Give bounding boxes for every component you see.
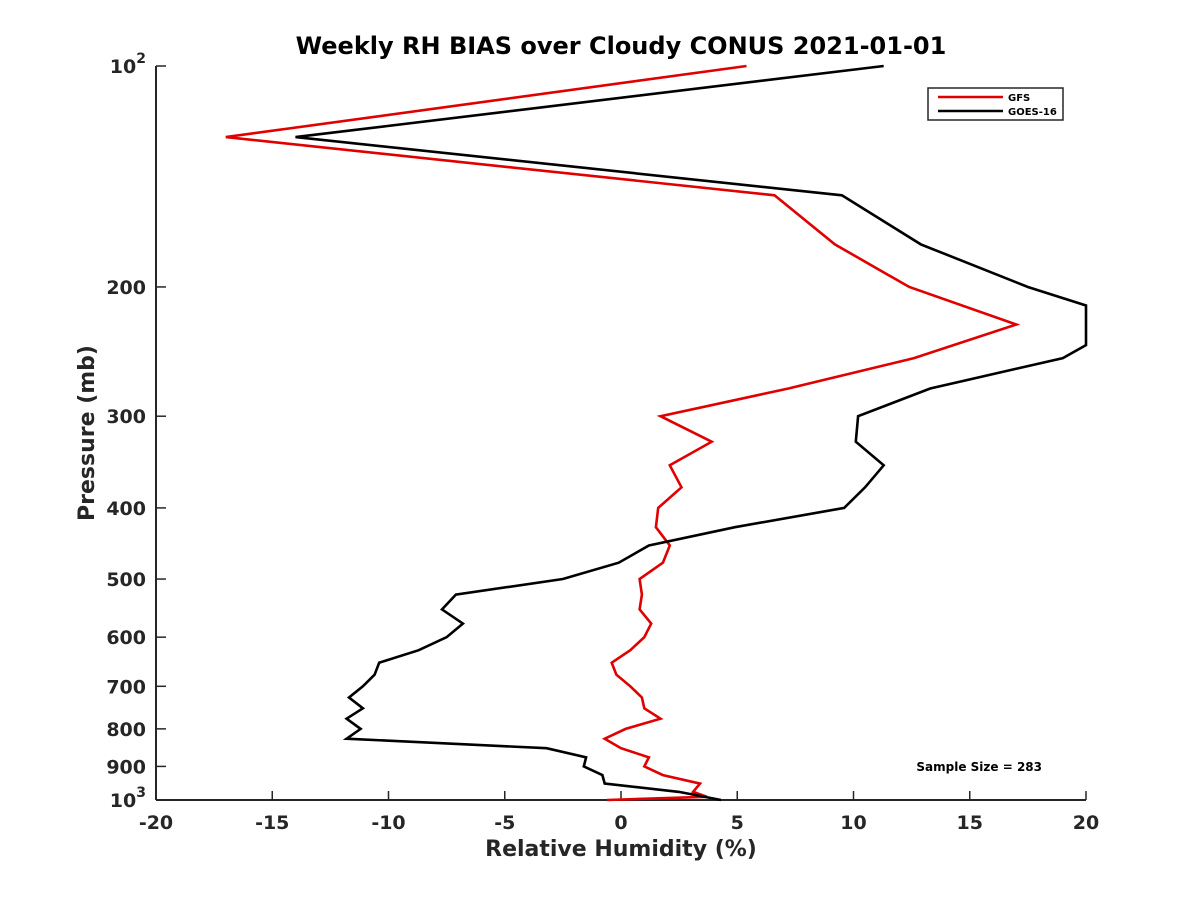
x-tick-label: 5 (731, 812, 744, 834)
y-tick-label: 400 (106, 498, 146, 520)
x-ticks: -20 -15 -10 -5 0 5 10 15 20 (139, 791, 1099, 834)
y-axis-label: Pressure (mb) (75, 345, 100, 521)
y-tick-exponent: 2 (136, 51, 146, 67)
y-tick-base: 10 (110, 56, 136, 78)
x-tick-label: -20 (139, 812, 173, 834)
chart-title: Weekly RH BIAS over Cloudy CONUS 2021-01… (296, 32, 947, 60)
y-tick-label: 300 (106, 406, 146, 428)
y-tick-base: 10 (110, 790, 136, 812)
series-line-goes16 (295, 64, 1088, 802)
legend-label-gfs: GFS (1008, 93, 1030, 104)
x-axis-label: Relative Humidity (%) (485, 837, 757, 862)
y-tick-label: 500 (106, 569, 146, 591)
y-tick-exponent: 3 (136, 785, 146, 801)
legend-box (927, 87, 1064, 121)
series-line-gfs (225, 64, 1021, 802)
legend-label-goes16: GOES-16 (1008, 107, 1057, 118)
x-tick-label: -10 (371, 812, 405, 834)
sample-size-annotation: Sample Size = 283 (916, 760, 1042, 774)
y-tick-label: 103 (110, 785, 146, 812)
x-tick-label: 0 (614, 812, 627, 834)
x-tick-label: 10 (840, 812, 866, 834)
x-tick-label: 20 (1073, 812, 1099, 834)
x-tick-label: -15 (255, 812, 289, 834)
y-tick-label: 200 (106, 277, 146, 299)
y-tick-label: 900 (106, 756, 146, 778)
x-tick-label: -5 (494, 812, 515, 834)
x-tick-label: 15 (957, 812, 983, 834)
y-tick-label: 800 (106, 719, 146, 741)
series-lines (225, 64, 1088, 802)
y-tick-label: 102 (110, 51, 146, 78)
plot-area (155, 66, 1086, 801)
y-tick-label: 700 (106, 676, 146, 698)
legend: GFS GOES-16 (927, 87, 1064, 121)
y-tick-label: 600 (106, 627, 146, 649)
